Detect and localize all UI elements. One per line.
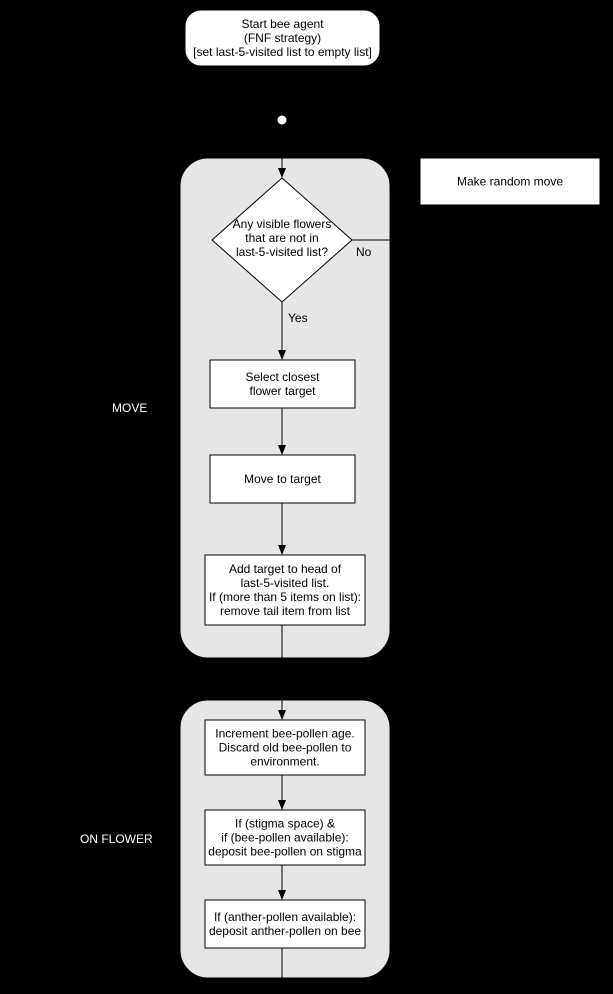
svg-text:Add target to head oflast-5-vi: Add target to head oflast-5-visited list… <box>209 562 361 618</box>
edge-label-yes: Yes <box>288 311 308 325</box>
svg-text:If (anther-pollen available):d: If (anther-pollen available):deposit ant… <box>209 910 361 938</box>
panel-onflower-label: ON FLOWER <box>80 832 153 846</box>
node-move-to-target: Move to target <box>210 455 355 503</box>
node-dot <box>277 115 287 125</box>
svg-text:Any visible flowersthat are no: Any visible flowersthat are not inlast-5… <box>233 217 332 259</box>
svg-text:Move to target: Move to target <box>244 472 321 486</box>
flowchart-canvas: MOVE ON FLOWER Start bee agent(FNF strat… <box>0 0 613 994</box>
svg-text:Select closestflower target: Select closestflower target <box>245 370 320 398</box>
edge-label-no: No <box>356 245 372 259</box>
node-random-move: Make random move <box>420 158 600 205</box>
node-select-closest: Select closestflower target <box>210 360 355 408</box>
svg-text:Make random move: Make random move <box>457 175 563 189</box>
node-start: Start bee agent(FNF strategy)[set last-5… <box>185 10 380 66</box>
node-deposit-stigma: If (stigma space) &if (bee-pollen availa… <box>205 810 365 865</box>
panel-move-label: MOVE <box>112 401 147 415</box>
node-increment-pollen: Increment bee-pollen age.Discard old bee… <box>205 720 365 775</box>
node-deposit-bee: If (anther-pollen available):deposit ant… <box>205 900 365 948</box>
node-add-head: Add target to head oflast-5-visited list… <box>205 555 365 625</box>
